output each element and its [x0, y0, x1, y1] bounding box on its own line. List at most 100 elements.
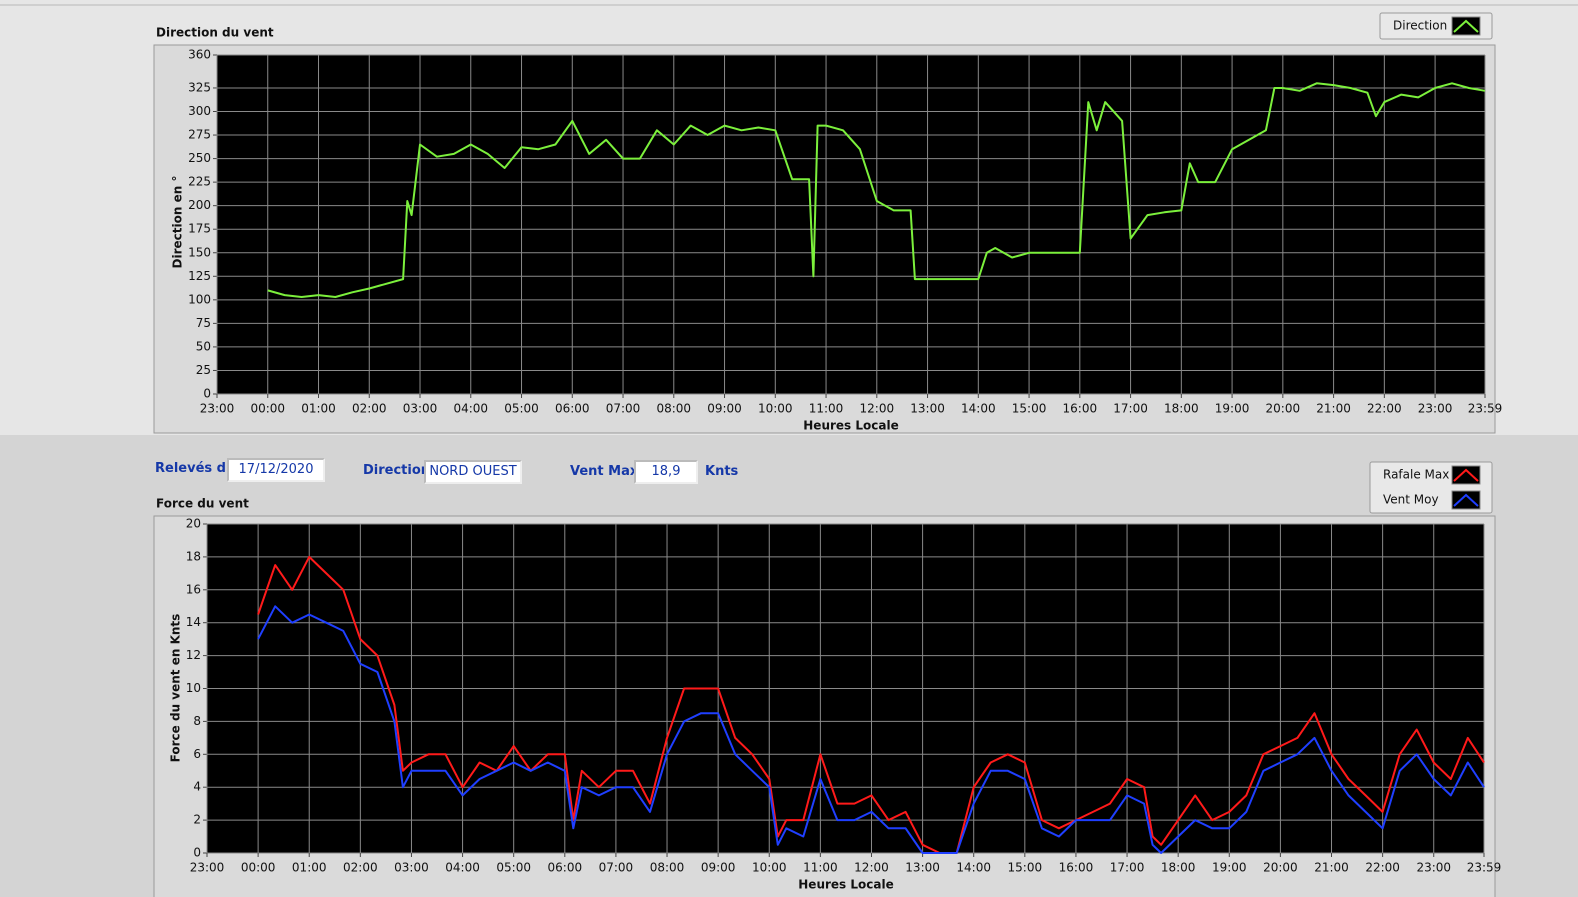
- legend-label: Vent Moy: [1383, 493, 1439, 507]
- readout-value: NORD OUEST: [424, 460, 522, 484]
- y-tick-label: 325: [188, 80, 211, 94]
- x-tick-label: 22:00: [1367, 402, 1402, 416]
- y-tick-label: 2: [193, 813, 201, 827]
- x-tick-label: 17:00: [1110, 861, 1145, 875]
- x-tick-label: 12:00: [860, 402, 895, 416]
- x-tick-label: 14:00: [961, 402, 996, 416]
- x-tick-label: 19:00: [1212, 861, 1247, 875]
- x-tick-label: 11:00: [803, 861, 838, 875]
- x-tick-label: 06:00: [548, 861, 583, 875]
- x-tick-label: 05:00: [504, 402, 539, 416]
- x-tick-label: 23:00: [1416, 861, 1451, 875]
- x-tick-label: 12:00: [854, 861, 889, 875]
- y-tick-label: 150: [188, 245, 211, 259]
- y-tick-label: 225: [188, 175, 211, 189]
- readout-value: 18,9: [634, 460, 698, 484]
- readout-unit: Knts: [705, 464, 739, 479]
- x-tick-label: 02:00: [343, 861, 378, 875]
- x-tick-label: 20:00: [1263, 861, 1298, 875]
- x-tick-label: 22:00: [1365, 861, 1400, 875]
- x-axis-label: Heures Locale: [798, 878, 893, 892]
- legend-line: [1453, 468, 1479, 482]
- legend-label: Rafale Max: [1383, 468, 1449, 482]
- y-tick-label: 10: [186, 681, 201, 695]
- x-tick-label: 00:00: [241, 861, 276, 875]
- legend-line: [1453, 19, 1479, 33]
- y-tick-label: 4: [193, 780, 201, 794]
- x-tick-label: 23:59: [1467, 861, 1502, 875]
- y-tick-label: 50: [196, 339, 211, 353]
- y-tick-label: 75: [196, 316, 211, 330]
- x-tick-label: 23:00: [190, 861, 225, 875]
- y-tick-label: 25: [196, 363, 211, 377]
- y-tick-label: 8: [193, 714, 201, 728]
- legend-swatch: [1451, 490, 1481, 510]
- y-tick-label: 175: [188, 222, 211, 236]
- y-tick-label: 360: [188, 48, 211, 62]
- x-tick-label: 15:00: [1012, 402, 1047, 416]
- y-tick-label: 100: [188, 292, 211, 306]
- x-tick-label: 02:00: [352, 402, 387, 416]
- y-axis-label: Force du vent en Knts: [169, 614, 183, 763]
- x-tick-label: 08:00: [650, 861, 685, 875]
- y-tick-label: 6: [193, 747, 201, 761]
- y-tick-label: 12: [186, 648, 201, 662]
- x-tick-label: 18:00: [1161, 861, 1196, 875]
- x-tick-label: 16:00: [1059, 861, 1094, 875]
- series-line: [257, 605, 1485, 854]
- x-tick-label: 18:00: [1164, 402, 1199, 416]
- series-line: [257, 555, 1485, 854]
- readout-value: 17/12/2020: [227, 458, 325, 482]
- y-tick-label: 16: [186, 582, 201, 596]
- x-tick-label: 10:00: [752, 861, 787, 875]
- x-tick-label: 21:00: [1314, 861, 1349, 875]
- x-tick-label: 23:00: [200, 402, 235, 416]
- chart-title: Direction du vent: [156, 26, 274, 40]
- y-tick-label: 0: [193, 846, 201, 860]
- x-tick-label: 23:00: [1418, 402, 1453, 416]
- legend-swatch: [1451, 16, 1481, 36]
- series-line: [267, 82, 1486, 298]
- x-tick-label: 08:00: [656, 402, 691, 416]
- y-tick-label: 0: [203, 387, 211, 401]
- legend-label: Direction: [1393, 19, 1447, 33]
- legend-line: [1453, 493, 1479, 507]
- x-tick-label: 01:00: [301, 402, 336, 416]
- y-tick-label: 275: [188, 128, 211, 142]
- y-axis-label: Direction en °: [171, 176, 185, 269]
- y-tick-label: 14: [186, 615, 201, 629]
- x-tick-label: 17:00: [1113, 402, 1148, 416]
- readout-label: Vent Max: [570, 464, 639, 479]
- x-tick-label: 04:00: [445, 861, 480, 875]
- x-tick-label: 15:00: [1008, 861, 1043, 875]
- x-tick-label: 07:00: [599, 861, 634, 875]
- y-tick-label: 125: [188, 269, 211, 283]
- x-axis-label: Heures Locale: [803, 419, 898, 433]
- y-tick-label: 20: [186, 517, 201, 531]
- readout-label: Direction: [363, 463, 431, 478]
- y-tick-label: 18: [186, 549, 201, 563]
- x-tick-label: 03:00: [394, 861, 429, 875]
- y-tick-label: 200: [188, 198, 211, 212]
- x-tick-label: 13:00: [910, 402, 945, 416]
- y-tick-label: 250: [188, 151, 211, 165]
- x-tick-label: 07:00: [606, 402, 641, 416]
- plot-area: [217, 55, 1485, 394]
- x-tick-label: 11:00: [809, 402, 844, 416]
- x-tick-label: 13:00: [905, 861, 940, 875]
- x-tick-label: 01:00: [292, 861, 327, 875]
- x-tick-label: 14:00: [956, 861, 991, 875]
- x-tick-label: 16:00: [1063, 402, 1098, 416]
- x-tick-label: 05:00: [496, 861, 531, 875]
- x-tick-label: 03:00: [403, 402, 438, 416]
- legend-swatch: [1451, 465, 1481, 485]
- y-tick-label: 300: [188, 104, 211, 118]
- x-tick-label: 23:59: [1468, 402, 1503, 416]
- x-tick-label: 00:00: [250, 402, 285, 416]
- x-tick-label: 09:00: [707, 402, 742, 416]
- x-tick-label: 06:00: [555, 402, 590, 416]
- readout-label: Relevés du: [155, 461, 236, 476]
- chart-title: Force du vent: [156, 497, 249, 511]
